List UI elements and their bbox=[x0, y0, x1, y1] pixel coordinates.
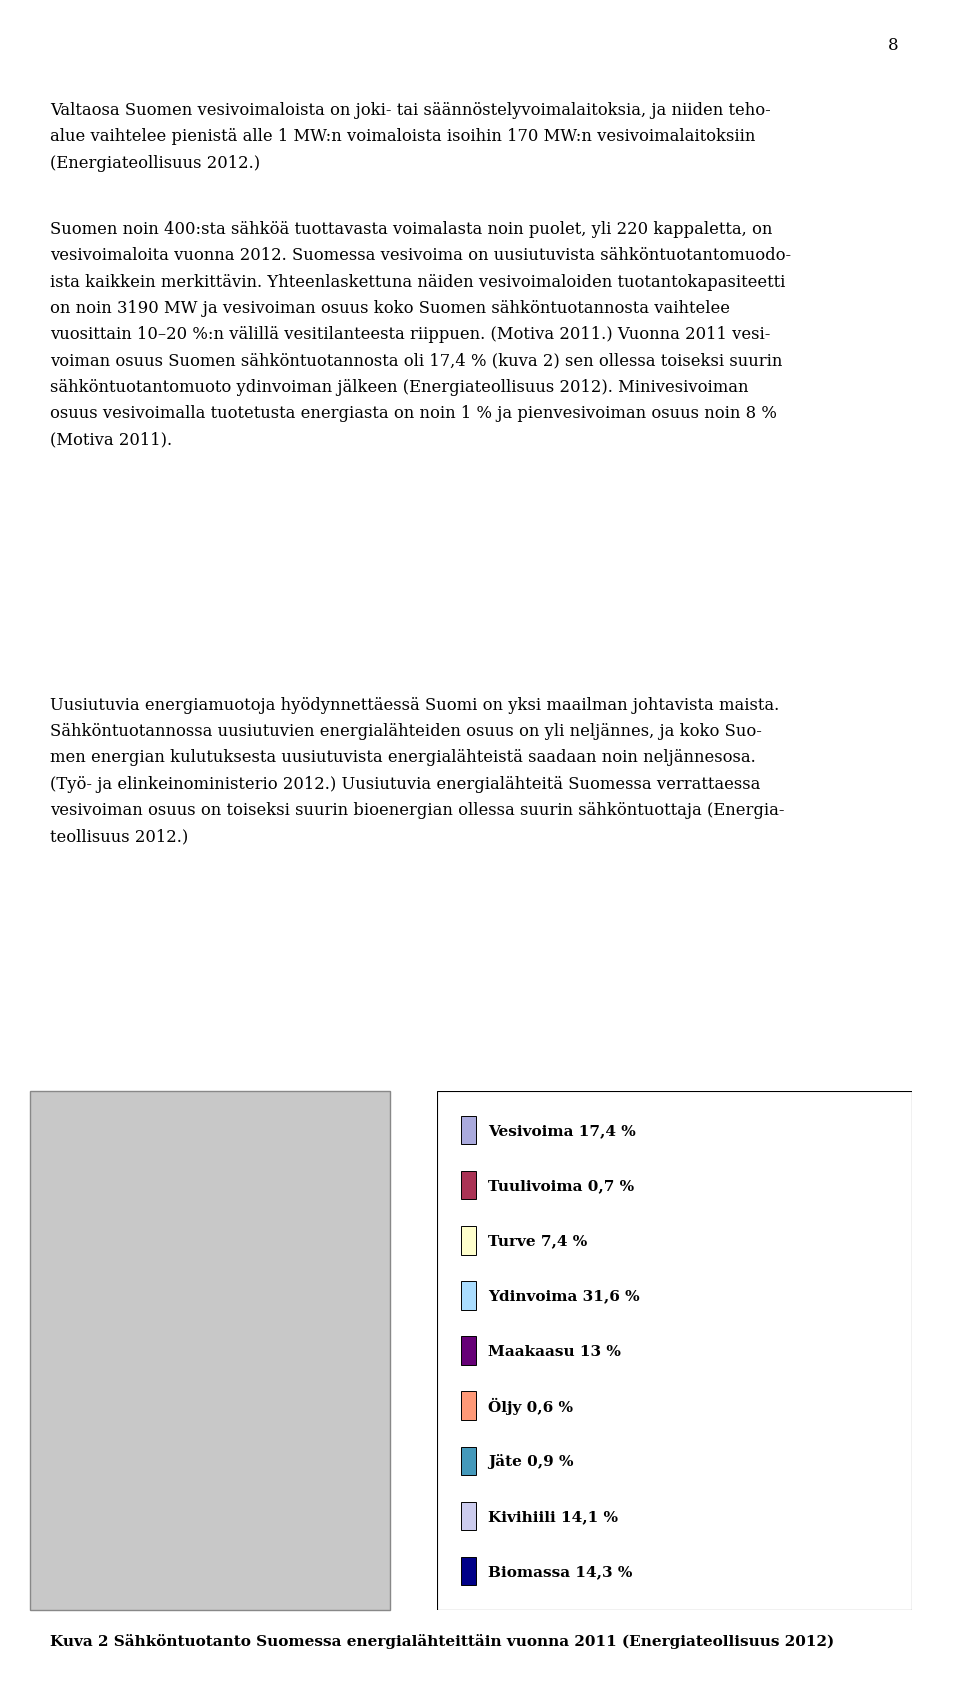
Wedge shape bbox=[81, 1352, 209, 1411]
Wedge shape bbox=[152, 1352, 344, 1550]
Text: Öljy 0,6 %: Öljy 0,6 % bbox=[489, 1397, 573, 1414]
Text: osuus vesivoimalla tuotetusta energiasta on noin 1 % ja pienvesivoiman osuus noi: osuus vesivoimalla tuotetusta energiasta… bbox=[50, 406, 777, 423]
Wedge shape bbox=[209, 1151, 328, 1352]
Wedge shape bbox=[79, 1352, 209, 1404]
Bar bbox=[461, 1447, 476, 1476]
Text: (Energiateollisuus 2012.): (Energiateollisuus 2012.) bbox=[50, 155, 260, 171]
Text: alue vaihtelee pienistä alle 1 MW:n voimaloista isoihin 170 MW:n vesivoimalaitok: alue vaihtelee pienistä alle 1 MW:n voim… bbox=[50, 129, 756, 146]
Wedge shape bbox=[76, 1226, 209, 1394]
Bar bbox=[461, 1392, 476, 1420]
Text: Kuva 2 Sähköntuotanto Suomessa energialähteittäin vuonna 2011 (Energiateollisuus: Kuva 2 Sähköntuotanto Suomessa energialä… bbox=[50, 1633, 834, 1649]
Wedge shape bbox=[106, 1151, 210, 1352]
Bar bbox=[461, 1336, 476, 1365]
Text: Valtaosa Suomen vesivoimaloista on joki- tai säännöstelyvoimalaitoksia, ja niide: Valtaosa Suomen vesivoimaloista on joki-… bbox=[50, 102, 771, 119]
Text: vesivoimaloita vuonna 2012. Suomessa vesivoima on uusiutuvista sähköntuotantomuo: vesivoimaloita vuonna 2012. Suomessa ves… bbox=[50, 246, 791, 265]
Bar bbox=[461, 1557, 476, 1586]
Text: Sähköntuotannossa uusiutuvien energialähteiden osuus on yli neljännes, ja koko S: Sähköntuotannossa uusiutuvien energialäh… bbox=[50, 723, 762, 740]
Bar bbox=[461, 1116, 476, 1144]
Text: Maakaasu 13 %: Maakaasu 13 % bbox=[489, 1343, 621, 1358]
Text: Turve 7,4 %: Turve 7,4 % bbox=[489, 1233, 588, 1248]
Bar bbox=[461, 1282, 476, 1309]
Text: voiman osuus Suomen sähköntuotannosta oli 17,4 % (kuva 2) sen ollessa toiseksi s: voiman osuus Suomen sähköntuotannosta ol… bbox=[50, 353, 782, 370]
Text: Biomassa 14,3 %: Biomassa 14,3 % bbox=[489, 1564, 633, 1577]
Text: vuosittain 10–20 %:n välillä vesitilanteesta riippuen. (Motiva 2011.) Vuonna 201: vuosittain 10–20 %:n välillä vesitilante… bbox=[50, 326, 770, 343]
Text: Uusiutuvia energiamuotoja hyödynnettäessä Suomi on yksi maailman johtavista mais: Uusiutuvia energiamuotoja hyödynnettäess… bbox=[50, 696, 780, 713]
FancyBboxPatch shape bbox=[437, 1092, 912, 1610]
Text: (Motiva 2011).: (Motiva 2011). bbox=[50, 431, 172, 448]
Wedge shape bbox=[209, 1258, 331, 1352]
Bar bbox=[461, 1226, 476, 1255]
Bar bbox=[461, 1172, 476, 1200]
Wedge shape bbox=[209, 1267, 344, 1357]
Text: 8: 8 bbox=[887, 37, 899, 54]
Text: Ydinvoima 31,6 %: Ydinvoima 31,6 % bbox=[489, 1289, 640, 1302]
Text: men energian kulutuksesta uusiutuvista energialähteistä saadaan noin neljännesos: men energian kulutuksesta uusiutuvista e… bbox=[50, 749, 756, 766]
Wedge shape bbox=[83, 1352, 209, 1532]
Text: Tuulivoima 0,7 %: Tuulivoima 0,7 % bbox=[489, 1178, 635, 1192]
Text: on noin 3190 MW ja vesivoiman osuus koko Suomen sähköntuotannosta vaihtelee: on noin 3190 MW ja vesivoiman osuus koko… bbox=[50, 299, 730, 318]
Text: ista kaikkein merkittävin. Yhteenlaskettuna näiden vesivoimaloiden tuotantokapas: ista kaikkein merkittävin. Yhteenlaskett… bbox=[50, 273, 785, 290]
Text: Vesivoima 17,4 %: Vesivoima 17,4 % bbox=[489, 1124, 636, 1138]
Text: teollisuus 2012.): teollisuus 2012.) bbox=[50, 829, 188, 846]
Text: Jäte 0,9 %: Jäte 0,9 % bbox=[489, 1453, 574, 1469]
Text: Kivihiili 14,1 %: Kivihiili 14,1 % bbox=[489, 1510, 618, 1523]
Text: Suomen noin 400:sta sähköä tuottavasta voimalasta noin puolet, yli 220 kappalett: Suomen noin 400:sta sähköä tuottavasta v… bbox=[50, 221, 772, 238]
Text: (Työ- ja elinkeinoministerio 2012.) Uusiutuvia energialähteitä Suomessa verratta: (Työ- ja elinkeinoministerio 2012.) Uusi… bbox=[50, 774, 760, 793]
Bar bbox=[461, 1501, 476, 1530]
Text: sähköntuotantomuoto ydinvoiman jälkeen (Energiateollisuus 2012). Minivesivoiman: sähköntuotantomuoto ydinvoiman jälkeen (… bbox=[50, 379, 749, 396]
Text: vesivoiman osuus on toiseksi suurin bioenergian ollessa suurin sähköntuottaja (E: vesivoiman osuus on toiseksi suurin bioe… bbox=[50, 801, 784, 818]
